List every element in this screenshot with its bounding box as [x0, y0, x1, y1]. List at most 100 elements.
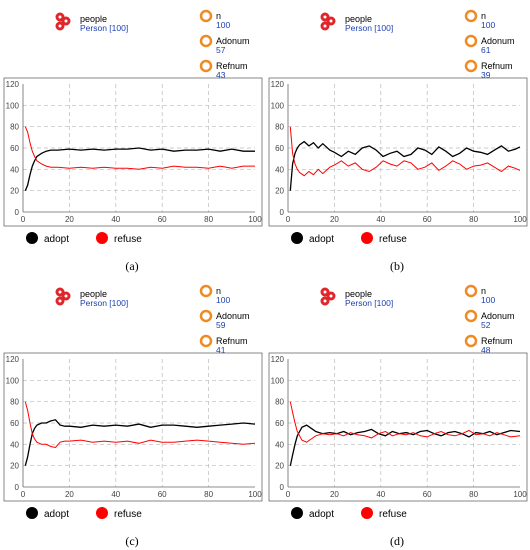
- parameter-value: 100: [481, 295, 495, 305]
- parameter-icon: [199, 309, 213, 323]
- legend-item-refuse[interactable]: refuse: [96, 232, 142, 245]
- y-tick-label: 120: [271, 80, 285, 89]
- x-tick-label: 60: [158, 215, 167, 224]
- parameter-value: 57: [216, 45, 226, 55]
- y-tick-label: 0: [15, 483, 20, 492]
- legend-label: adopt: [44, 234, 69, 245]
- legend-label: adopt: [44, 509, 69, 520]
- agent-label: people: [345, 289, 372, 299]
- x-tick-label: 40: [376, 490, 385, 499]
- legend-item-refuse[interactable]: refuse: [96, 507, 142, 520]
- legend-label: refuse: [114, 509, 142, 520]
- agent-label: people: [345, 14, 372, 24]
- y-tick-label: 120: [6, 355, 20, 364]
- x-tick-label: 20: [330, 215, 339, 224]
- x-tick-label: 100: [248, 490, 262, 499]
- agent-label: people: [80, 289, 107, 299]
- parameter-icon: [464, 334, 478, 348]
- series-line-refuse: [289, 126, 521, 177]
- legend-swatch: [26, 507, 38, 519]
- legend-swatch: [361, 232, 373, 244]
- y-tick-label: 0: [15, 208, 20, 217]
- parameter-icon: [464, 34, 478, 48]
- y-tick-label: 40: [10, 440, 19, 449]
- x-tick-label: 20: [65, 215, 74, 224]
- parameter-icon: [199, 334, 213, 348]
- legend-swatch: [291, 232, 303, 244]
- parameter-label: Adonum: [216, 311, 250, 321]
- x-tick-label: 20: [65, 490, 74, 499]
- x-tick-label: 40: [111, 215, 120, 224]
- legend-item-adopt[interactable]: adopt: [26, 507, 69, 520]
- chart-panel-b: people Person [100] n 100 Adonum 61 Refnum 39 0 2…: [265, 0, 530, 275]
- parameter-icon: [464, 59, 478, 73]
- y-tick-label: 20: [275, 187, 284, 196]
- parameter-label: n: [216, 286, 221, 296]
- agent-value: Person [100]: [80, 23, 128, 33]
- y-tick-label: 40: [275, 165, 284, 174]
- people-icon: [55, 12, 71, 31]
- legend-item-adopt[interactable]: adopt: [291, 232, 334, 245]
- legend-swatch: [96, 232, 108, 244]
- parameter-value: 43: [216, 70, 226, 80]
- parameter-label: Refnum: [216, 336, 248, 346]
- y-tick-label: 40: [275, 440, 284, 449]
- panel-caption: (d): [390, 534, 404, 548]
- agent-label: people: [80, 14, 107, 24]
- parameter-value: 48: [481, 345, 491, 355]
- x-tick-label: 0: [21, 490, 26, 499]
- y-tick-label: 80: [10, 123, 19, 132]
- x-tick-label: 40: [111, 490, 120, 499]
- parameter-value: 41: [216, 345, 226, 355]
- legend-label: refuse: [379, 234, 407, 245]
- y-tick-label: 80: [10, 398, 19, 407]
- legend-label: refuse: [114, 234, 142, 245]
- parameter-icon: [199, 9, 213, 23]
- parameter-value: 100: [216, 295, 230, 305]
- y-tick-label: 80: [275, 398, 284, 407]
- parameter-icon: [199, 34, 213, 48]
- parameter-label: Refnum: [216, 61, 248, 71]
- x-tick-label: 0: [286, 215, 291, 224]
- y-tick-label: 120: [271, 355, 285, 364]
- legend-item-refuse[interactable]: refuse: [361, 232, 407, 245]
- x-tick-label: 0: [21, 215, 26, 224]
- agent-value: Person [100]: [345, 23, 393, 33]
- parameter-icon: [464, 309, 478, 323]
- series-line-refuse: [24, 126, 255, 170]
- agent-value: Person [100]: [345, 298, 393, 308]
- parameter-label: n: [216, 11, 221, 21]
- panel-caption: (b): [390, 259, 404, 273]
- y-tick-label: 60: [275, 419, 284, 428]
- x-tick-label: 100: [513, 215, 527, 224]
- legend-item-adopt[interactable]: adopt: [26, 232, 69, 245]
- legend-item-adopt[interactable]: adopt: [291, 507, 334, 520]
- legend-label: adopt: [309, 234, 334, 245]
- legend-swatch: [291, 507, 303, 519]
- legend-item-refuse[interactable]: refuse: [361, 507, 407, 520]
- parameter-icon: [464, 284, 478, 298]
- y-tick-label: 60: [10, 419, 19, 428]
- y-tick-label: 100: [6, 376, 20, 385]
- series-line-adopt: [24, 419, 256, 466]
- chart-frame: [268, 77, 528, 227]
